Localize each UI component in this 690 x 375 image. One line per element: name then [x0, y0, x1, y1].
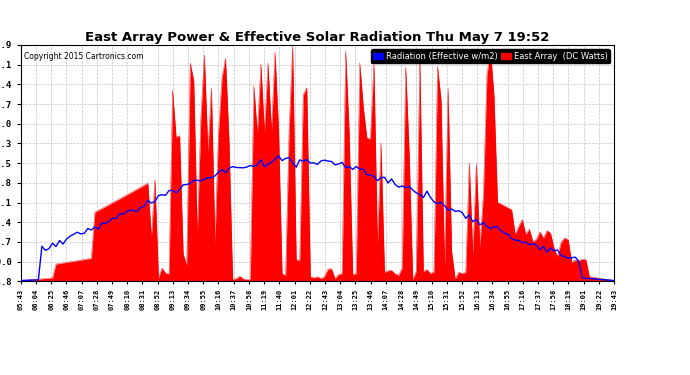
Legend: Radiation (Effective w/m2), East Array  (DC Watts): Radiation (Effective w/m2), East Array (…	[371, 49, 610, 63]
Title: East Array Power & Effective Solar Radiation Thu May 7 19:52: East Array Power & Effective Solar Radia…	[85, 31, 550, 44]
Text: Copyright 2015 Cartronics.com: Copyright 2015 Cartronics.com	[23, 52, 143, 61]
